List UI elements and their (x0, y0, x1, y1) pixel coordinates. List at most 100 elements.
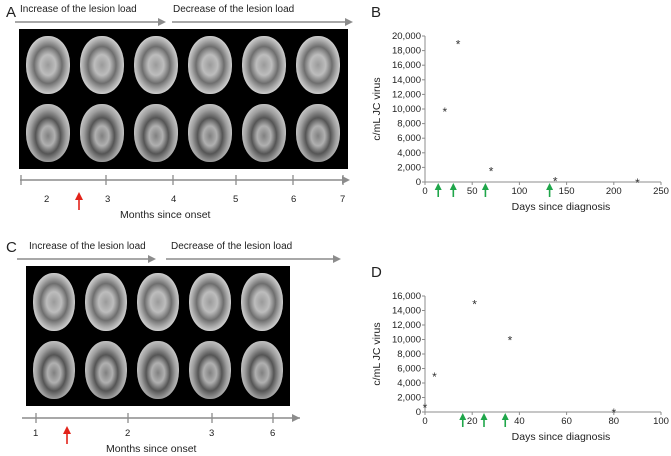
panel-d-data-point: * (472, 297, 477, 311)
panel-d-x-tick-label: 100 (653, 416, 669, 427)
panel-a-brain-slice (134, 104, 178, 162)
panel-c-red-arrow-head (63, 426, 71, 434)
panel-a-timeline-label: 5 (233, 194, 239, 205)
panel-b-data-point: * (553, 175, 558, 189)
panel-d-y-tick-label: 6,000 (397, 364, 421, 375)
panel-b-x-axis-title: Days since diagnosis (512, 201, 611, 213)
panel-c-timeline-title: Months since onset (106, 443, 197, 455)
panel-d-chart: 0 2,000 4,000 6,000 8,000 10,000 12,000 14,000 1… (371, 291, 669, 443)
panel-b-y-tick-label: 2,000 (397, 162, 421, 173)
panel-c-brain-slice (137, 341, 179, 399)
panel-d-data-point: * (508, 334, 513, 348)
panel-b-y-tick-label: 12,000 (392, 89, 421, 100)
panel-c-timeline-label: 6 (270, 428, 276, 439)
panel-c-mri-image (26, 266, 290, 406)
panel-c-timeline-label: 1 (33, 428, 39, 439)
panel-b-y-tick-label: 8,000 (397, 119, 421, 130)
panel-d-green-arrow (480, 413, 488, 427)
panel-c-header-increase: Increase of the lesion load (29, 241, 146, 252)
panel-a-timeline-label: 7 (340, 194, 346, 205)
panel-c-brain-slice (137, 273, 179, 331)
panel-b-x-tick-label: 50 (467, 186, 478, 197)
panel-c-brain-slice (241, 273, 283, 331)
panel-a-header-decrease: Decrease of the lesion load (173, 4, 295, 15)
panel-d-data-point: * (423, 401, 428, 415)
panel-letter-c: C (6, 239, 17, 256)
panel-d-y-tick-label: 14,000 (392, 306, 421, 317)
panel-b-x-tick-label: 100 (511, 186, 527, 197)
panel-b-y-tick-label: 0 (416, 177, 421, 188)
panel-b-y-tick-label: 14,000 (392, 75, 421, 86)
panel-b-x-tick-label: 150 (559, 186, 575, 197)
panel-a-header-arrows (15, 18, 353, 26)
panel-b-y-tick-label: 10,000 (392, 104, 421, 115)
panel-d-y-tick-label: 2,000 (397, 393, 421, 404)
panel-b-x-tick-label: 200 (606, 186, 622, 197)
panel-b-green-arrow (449, 183, 457, 197)
panel-d-x-tick-label: 20 (467, 416, 478, 427)
panel-c-brain-slice (33, 341, 75, 399)
panel-a-mri-image (19, 29, 348, 169)
panel-c-brain-slice (85, 341, 127, 399)
panel-b-x-tick-label: 250 (653, 186, 669, 197)
panel-d-y-tick-label: 4,000 (397, 378, 421, 389)
panel-a-brain-slice (188, 36, 232, 94)
panel-b-data-point: * (635, 176, 640, 190)
panel-c-brain-slice (241, 341, 283, 399)
panel-a-timeline-label: 3 (105, 194, 111, 205)
panel-c-timeline-label: 3 (209, 428, 215, 439)
panel-c-timeline (22, 413, 300, 444)
panel-b-y-axis-title: c/mL JC virus (371, 77, 383, 140)
panel-b-y-tick-label: 20,000 (392, 31, 421, 42)
panel-b-x-tick-label: 0 (422, 186, 427, 197)
panel-a-timeline-label: 2 (44, 194, 50, 205)
panel-d-data-point: * (432, 370, 437, 384)
panel-b-y-tick-label: 16,000 (392, 60, 421, 71)
panel-a-timeline (20, 175, 350, 210)
panel-b-y-tick-label: 4,000 (397, 148, 421, 159)
panel-c-brain-slice (189, 341, 231, 399)
panel-b-data-point: * (442, 105, 447, 119)
panel-d-y-tick-label: 16,000 (392, 291, 421, 302)
panel-d-data-point: * (611, 406, 616, 420)
panel-d-y-axis-title: c/mL JC virus (371, 322, 383, 385)
panel-a-brain-slice (26, 104, 70, 162)
panel-b-data-point: * (456, 37, 461, 51)
panel-c-brain-slice (189, 273, 231, 331)
panel-a-brain-slice (26, 36, 70, 94)
panel-b-green-arrow (546, 183, 554, 197)
panel-letter-a: A (6, 4, 17, 21)
panel-c-header-decrease: Decrease of the lesion load (171, 241, 293, 252)
panel-a-timeline-label: 6 (291, 194, 297, 205)
panel-a-brain-slice (80, 104, 124, 162)
panel-c-brain-slice (85, 273, 127, 331)
panel-c-header-arrows (17, 255, 341, 263)
panel-d-y-tick-label: 10,000 (392, 335, 421, 346)
panel-d-x-axis-title: Days since diagnosis (512, 431, 611, 443)
panel-d-y-tick-label: 8,000 (397, 349, 421, 360)
panel-a-header-increase: Increase of the lesion load (20, 4, 137, 15)
panel-b-green-arrow (481, 183, 489, 197)
panel-b-y-tick-label: 6,000 (397, 133, 421, 144)
panel-c-timeline-label: 2 (125, 428, 131, 439)
panel-a-brain-slice (242, 36, 286, 94)
panel-d-y-tick-label: 0 (416, 407, 421, 418)
panel-d-y-tick-label: 12,000 (392, 320, 421, 331)
panel-b-data-point: * (489, 164, 494, 178)
panel-a-timeline-title: Months since onset (120, 209, 211, 221)
panel-a-brain-slice (134, 36, 178, 94)
panel-b-y-tick-label: 18,000 (392, 46, 421, 57)
panel-a-brain-slice (188, 104, 232, 162)
panel-c-brain-slice (33, 273, 75, 331)
panel-letter-b: B (371, 4, 382, 21)
panel-d-green-arrow (459, 413, 467, 427)
panel-a-timeline-label: 4 (171, 194, 177, 205)
panel-b-green-arrow (434, 183, 442, 197)
panel-d-green-arrow (501, 413, 509, 427)
panel-a-brain-slice (296, 36, 340, 94)
panel-b-chart: 0 2,000 4,000 6,000 8,000 10,000 12,000 14,000 1… (371, 31, 669, 213)
panel-letter-d: D (371, 264, 382, 281)
panel-d-x-tick-label: 40 (514, 416, 525, 427)
panel-a-brain-slice (80, 36, 124, 94)
panel-a-brain-slice (296, 104, 340, 162)
